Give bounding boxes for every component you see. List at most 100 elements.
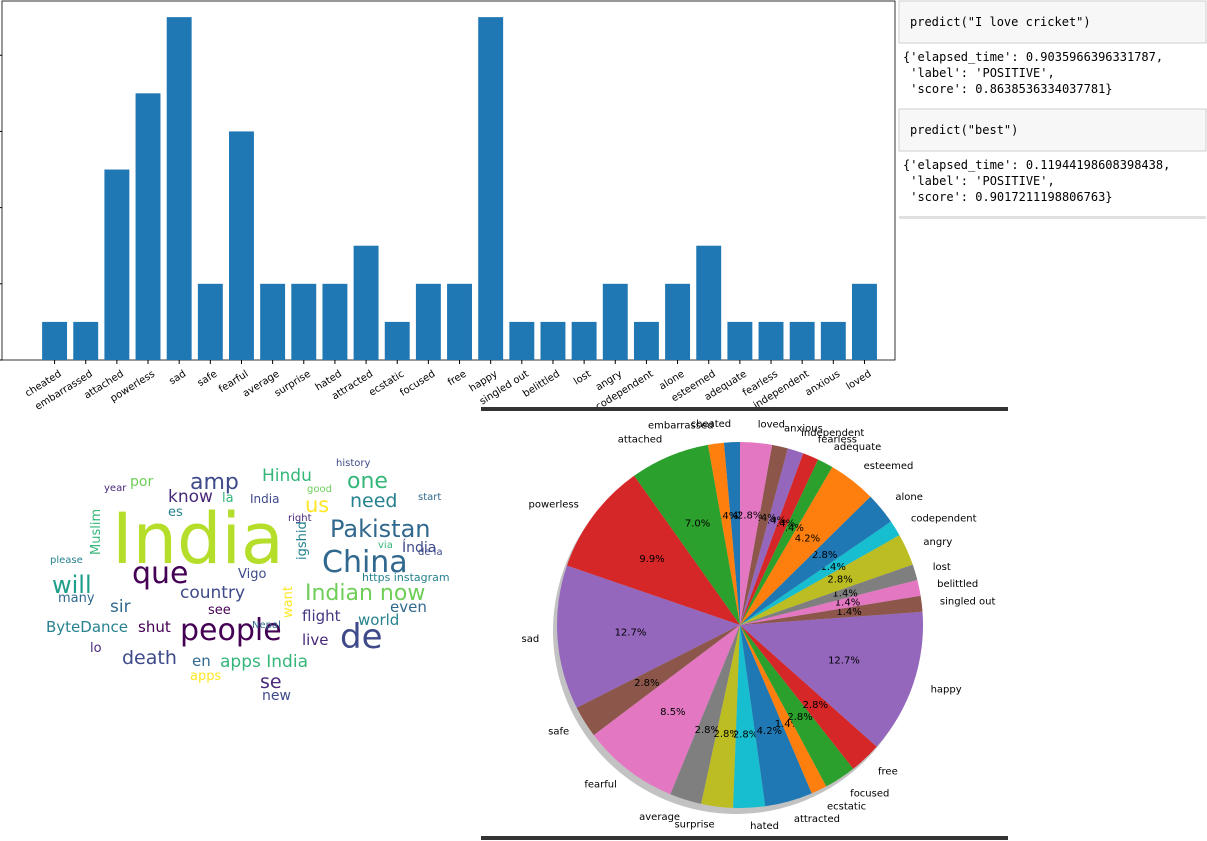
pie-slice — [634, 444, 740, 625]
slice-label: average — [639, 812, 680, 823]
bar — [852, 283, 877, 360]
pie-slice — [576, 625, 740, 736]
x-tick-label: focused — [398, 369, 437, 399]
cell-divider — [899, 216, 1206, 219]
cell-output: 'score': 0.9017211198806763} — [903, 190, 1113, 204]
percent-label: 4.2% — [757, 726, 782, 737]
cloud-word: want — [281, 586, 296, 618]
slice-label: embarrassed — [648, 420, 713, 431]
slice-label: belittled — [937, 579, 978, 590]
bar — [665, 283, 691, 360]
bar — [353, 245, 379, 360]
cloud-word: es — [168, 505, 183, 520]
bar — [509, 321, 535, 360]
pie-slice — [740, 496, 891, 625]
pie-slice — [733, 625, 766, 808]
slice-label: sad — [521, 634, 539, 645]
bar — [291, 283, 317, 360]
input-cell — [898, 108, 1207, 152]
percent-label: 1.4% — [820, 562, 845, 573]
pie-slice — [740, 625, 854, 787]
cell-output: {'elapsed_time': 0.9035966396331787, — [903, 50, 1163, 64]
cloud-word: us — [305, 493, 329, 517]
cell-output: 'score': 0.8638536334037781} — [903, 82, 1113, 96]
slice-label: hated — [750, 821, 779, 832]
cloud-word: people — [180, 613, 282, 648]
cloud-word: year — [104, 483, 127, 494]
percent-label: 2.8% — [737, 511, 762, 522]
cloud-word: even — [390, 598, 427, 616]
cloud-word: de — [340, 617, 383, 657]
cloud-word: right — [288, 513, 312, 524]
bar — [633, 321, 659, 360]
cell-output: 'label': 'POSITIVE', — [903, 174, 1055, 188]
pie-slice — [740, 521, 900, 625]
cloud-word: start — [418, 492, 441, 503]
bar — [384, 321, 410, 360]
slice-label: ecstatic — [827, 802, 866, 813]
percent-label: 12.7% — [615, 628, 647, 639]
cloud-word: de la — [418, 547, 443, 558]
slice-label: focused — [850, 788, 889, 799]
slice-label: powerless — [529, 499, 579, 510]
bar — [696, 245, 722, 360]
bar — [415, 283, 441, 360]
cloud-word: India — [112, 498, 284, 580]
percent-label: 1.4% — [775, 719, 800, 730]
pie-slice — [740, 625, 877, 769]
slice-label: free — [878, 767, 898, 778]
percent-label: 2.8% — [787, 712, 812, 723]
slice-label: lost — [933, 562, 951, 573]
pie-slice — [670, 625, 740, 804]
cloud-word: shut — [138, 618, 171, 636]
cloud-word: que — [132, 556, 189, 591]
cloud-word: Pakistan — [330, 515, 431, 543]
bar — [73, 321, 99, 360]
cloud-word: apps — [190, 669, 221, 684]
cloud-word: en — [192, 652, 211, 670]
pie-chart: cheated 1.4% embarrassed 1.4% attached 7.0% po… — [481, 407, 1008, 840]
slice-label: fearless — [818, 434, 857, 445]
cloud-word: Nepal — [252, 620, 281, 631]
word-cloud: India people China de que Pakistan Indian now w… — [46, 458, 450, 704]
percent-label: 2.8% — [827, 575, 852, 586]
pie-slice — [740, 444, 788, 625]
notebook: predict("I love cricket") {'elapsed_time'… — [898, 0, 1207, 219]
pie-slice — [701, 625, 740, 808]
cloud-word: Indian now — [305, 581, 425, 606]
pie-slice — [723, 442, 740, 625]
bar — [758, 321, 784, 360]
cloud-word: death — [122, 647, 177, 669]
cloud-word: new — [262, 688, 291, 704]
bar — [571, 321, 597, 360]
percent-label: 1.4% — [722, 510, 747, 521]
pie-slice — [740, 579, 921, 625]
bar — [727, 321, 753, 360]
bar — [602, 283, 628, 360]
percent-label: 2.8% — [812, 550, 837, 561]
pie-slice — [740, 595, 923, 625]
percent-label: 1.4% — [836, 607, 861, 618]
cloud-word: ByteDance — [46, 618, 128, 636]
percent-label: 1.4% — [713, 511, 738, 522]
input-cell — [898, 0, 1207, 44]
percent-label: 1.4% — [770, 519, 795, 530]
bar — [322, 283, 348, 360]
slice-label: codependent — [911, 514, 977, 525]
x-tick-label: lost — [572, 369, 593, 388]
cloud-word: se — [260, 671, 282, 693]
percent-label: 2.8% — [695, 725, 720, 736]
percent-label: 2.8% — [733, 730, 758, 741]
cloud-word: Vigo — [238, 567, 266, 582]
pie-slice — [740, 442, 773, 625]
slice-label: singled out — [940, 597, 996, 608]
cloud-word: https instagram — [362, 571, 450, 584]
pie-slice — [740, 466, 871, 625]
percent-label: 2.8% — [634, 678, 659, 689]
cloud-word: country — [180, 583, 245, 603]
pie-slice — [740, 448, 804, 625]
slice-label: loved — [758, 419, 785, 430]
bar — [104, 169, 130, 360]
